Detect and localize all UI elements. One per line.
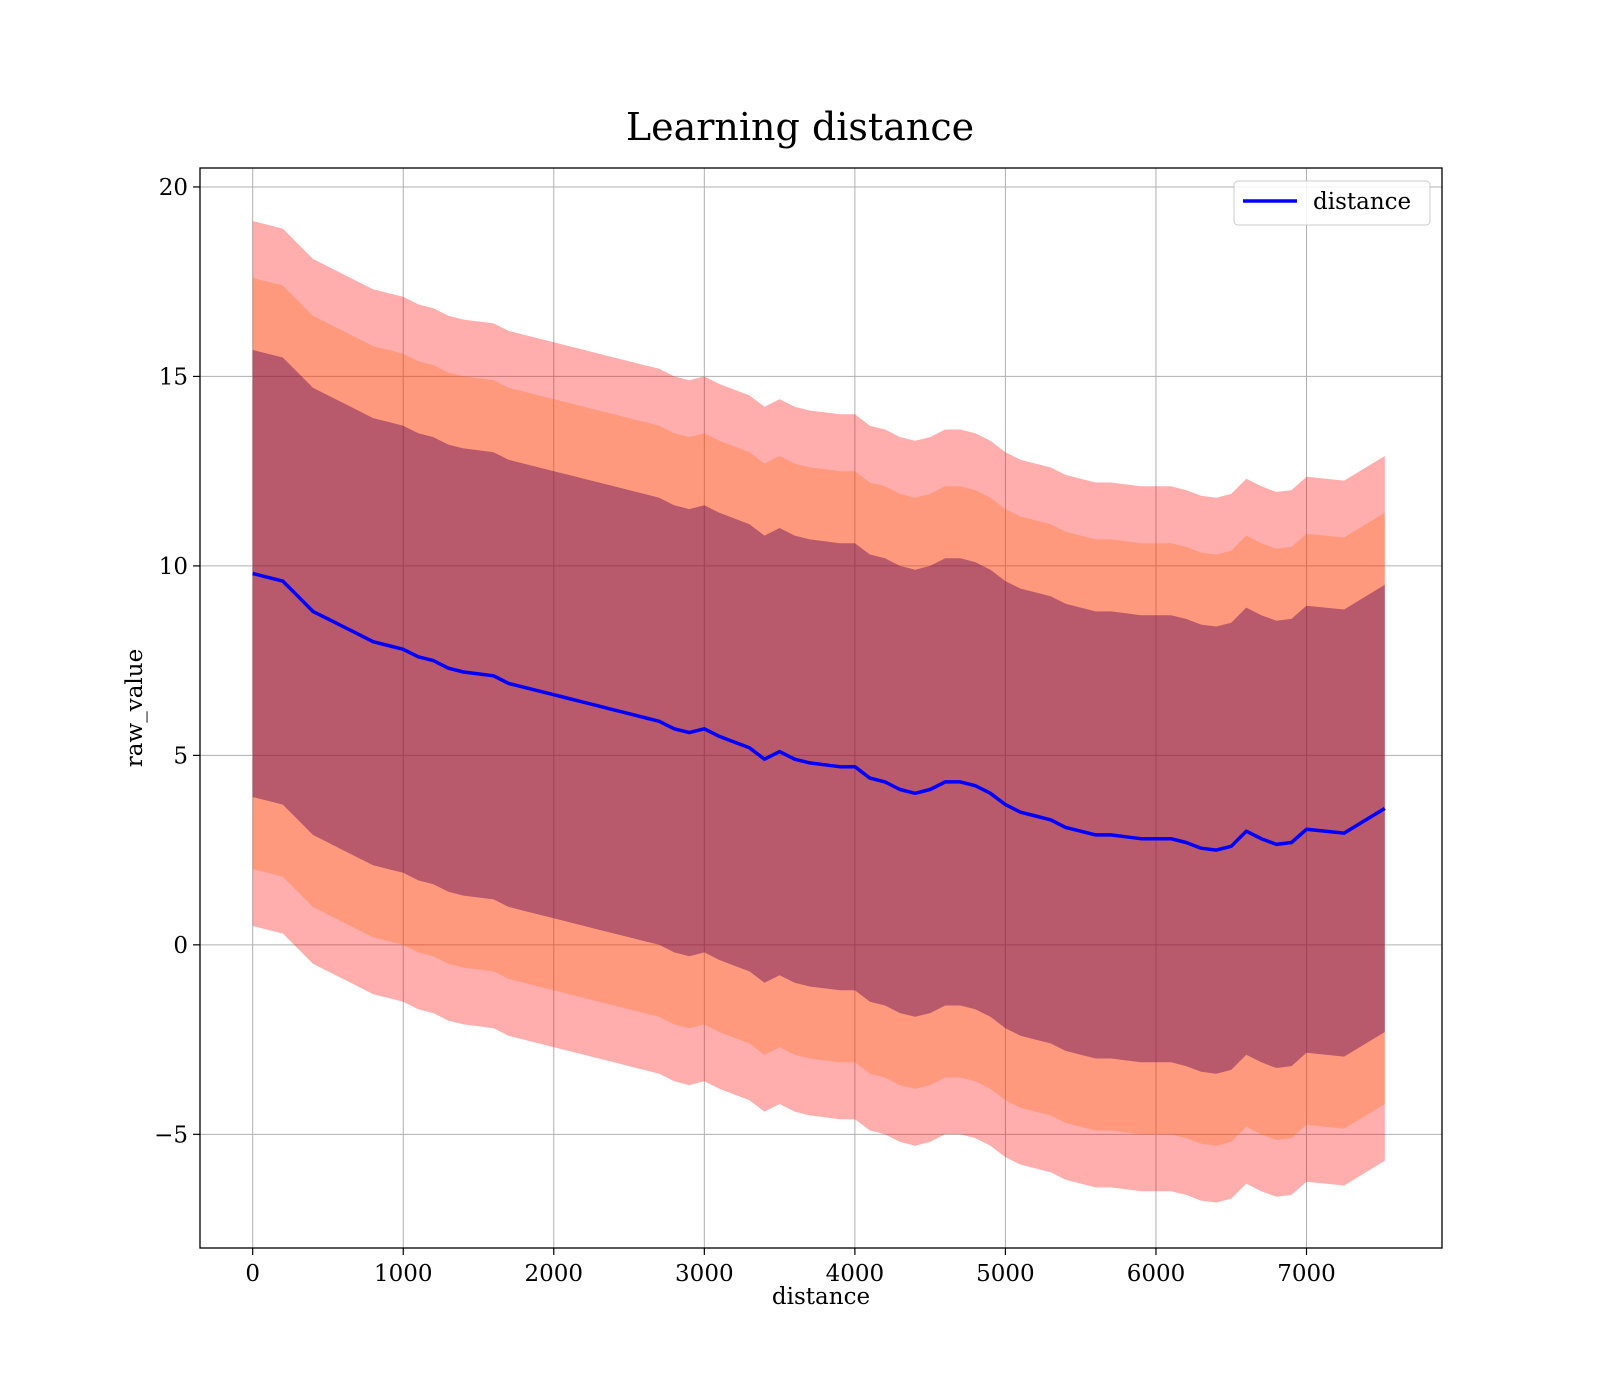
y-tick-label: 0 bbox=[173, 933, 188, 959]
legend: distance bbox=[1233, 180, 1431, 226]
band-2 bbox=[252, 277, 1385, 1146]
x-axis-label: distance bbox=[772, 1284, 870, 1310]
x-tick-label: 7000 bbox=[1277, 1261, 1336, 1287]
y-axis-ticks: −5 0 5 10 15 20 bbox=[154, 175, 200, 1148]
y-tick-label: 20 bbox=[159, 175, 188, 201]
x-tick-label: 5000 bbox=[976, 1261, 1035, 1287]
x-tick-label: 6000 bbox=[1127, 1261, 1186, 1287]
confidence-bands bbox=[252, 221, 1385, 1203]
plot-area-frame bbox=[199, 167, 1443, 1249]
band-3 bbox=[252, 349, 1385, 1074]
y-tick-label: −5 bbox=[154, 1122, 188, 1148]
y-tick-label: 10 bbox=[159, 554, 188, 580]
legend-label-distance: distance bbox=[1313, 189, 1411, 215]
y-axis-label: raw_value bbox=[122, 649, 148, 767]
y-tick-label: 15 bbox=[159, 364, 188, 390]
y-tick-label: 5 bbox=[173, 743, 188, 769]
band-1 bbox=[252, 221, 1385, 1203]
x-tick-label: 3000 bbox=[675, 1261, 734, 1287]
legend-box bbox=[1233, 180, 1431, 226]
chart-title: Learning distance bbox=[626, 105, 974, 149]
x-axis-ticks: 0 1000 2000 3000 4000 5000 6000 7000 bbox=[245, 1248, 1336, 1287]
x-tick-label: 0 bbox=[245, 1261, 260, 1287]
x-tick-label: 1000 bbox=[374, 1261, 433, 1287]
x-tick-label: 2000 bbox=[525, 1261, 584, 1287]
series-line-distance bbox=[252, 571, 1386, 852]
x-tick-label: 4000 bbox=[826, 1261, 885, 1287]
